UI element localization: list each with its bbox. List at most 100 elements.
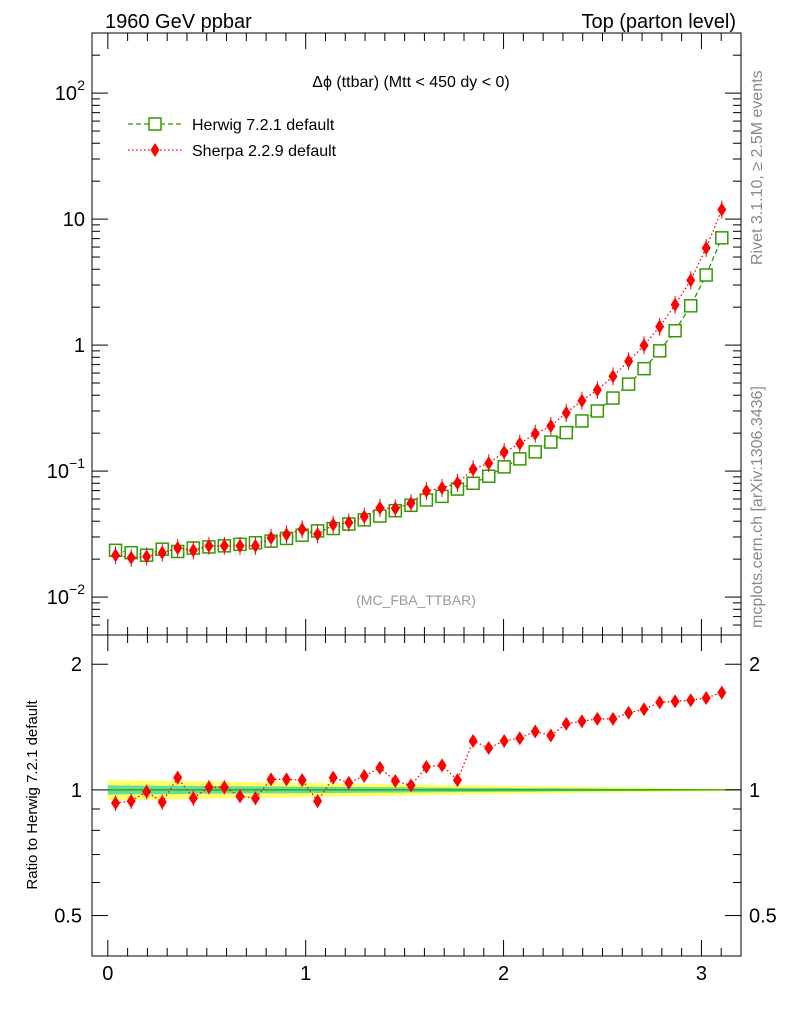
sherpa-series-line xyxy=(115,209,723,559)
sherpa-ratio-point xyxy=(608,711,618,726)
mcplots-reference-label: mcplots.cern.ch [arXiv:1306.3436] xyxy=(749,386,766,628)
legend-entry-sherpa: Sherpa 2.2.9 default xyxy=(128,143,337,160)
sherpa-data-point xyxy=(266,530,276,545)
ratio-axis-layer: 0 1 2 3 0.5 0.5 1 1 2 2 xyxy=(54,635,777,985)
sherpa-data-point xyxy=(359,509,369,524)
sherpa-ratio-point xyxy=(266,772,276,787)
herwig-series-line xyxy=(115,237,723,556)
sherpa-data-point xyxy=(561,405,571,420)
rivet-version-label: Rivet 3.1.10, ≥ 2.5M events xyxy=(749,70,766,265)
sherpa-ratio-point xyxy=(235,789,245,804)
legend-sherpa-label: Sherpa 2.2.9 default xyxy=(192,143,337,160)
ratio-plot-panel: 0 1 2 3 0.5 0.5 1 1 2 2 Ratio to Herwig 7.2.1 def… xyxy=(24,634,777,985)
herwig-data-point xyxy=(590,404,605,418)
sherpa-data-point xyxy=(701,240,711,255)
sherpa-data-point xyxy=(157,545,167,560)
sherpa-data-point xyxy=(126,550,136,565)
sherpa-data-point xyxy=(608,369,618,384)
sherpa-ratio-point xyxy=(375,760,385,775)
herwig-data-point xyxy=(668,323,682,338)
ratio-y-tick-label-right: 0.5 xyxy=(749,906,777,928)
main-y-tick-exponent: 2 xyxy=(77,77,85,93)
herwig-data-point xyxy=(699,268,713,282)
sherpa-data-point xyxy=(282,527,292,542)
main-y-tick-label: 1 xyxy=(74,335,85,357)
herwig-data-point xyxy=(606,391,620,405)
herwig-data-point xyxy=(637,361,651,376)
herwig-data-point xyxy=(466,476,480,491)
sherpa-ratio-point xyxy=(328,770,338,785)
sherpa-ratio-line xyxy=(115,691,723,804)
sherpa-data-point xyxy=(173,541,183,556)
sherpa-ratio-point xyxy=(592,711,602,726)
legend-entry-herwig: Herwig 7.2.1 default xyxy=(128,117,335,134)
sherpa-data-point xyxy=(468,462,478,477)
sherpa-ratio-point xyxy=(515,731,525,746)
sherpa-ratio-point xyxy=(344,775,354,790)
ratio-plot-frame xyxy=(91,634,742,957)
herwig-data-point xyxy=(497,460,511,474)
legend-herwig-label: Herwig 7.2.1 default xyxy=(192,117,335,134)
ratio-reference-band xyxy=(107,780,742,801)
ratio-y-tick-label-right: 1 xyxy=(749,780,760,802)
main-y-tick-label: 10 xyxy=(47,461,69,483)
ratio-y-tick-label-right: 2 xyxy=(749,654,760,676)
ratio-x-tick-label: 2 xyxy=(498,963,509,985)
sherpa-ratio-point xyxy=(359,768,369,783)
main-plot-title: Δϕ (ttbar) (Mtt < 450 dy < 0) xyxy=(312,74,510,91)
sherpa-ratio-point xyxy=(546,728,556,743)
sherpa-data-point xyxy=(390,501,400,516)
sherpa-ratio-point xyxy=(111,796,121,811)
herwig-data-point xyxy=(652,344,667,358)
legend: Herwig 7.2.1 default Sherpa 2.2.9 defaul… xyxy=(128,117,337,160)
herwig-data-point xyxy=(683,299,698,313)
analysis-watermark: (MC_FBA_TTBAR) xyxy=(356,592,476,608)
sherpa-ratio-point xyxy=(561,716,571,731)
sherpa-data-point xyxy=(655,319,665,334)
sherpa-data-point xyxy=(499,445,509,460)
sherpa-ratio-point xyxy=(624,705,634,720)
sherpa-data-point xyxy=(546,418,556,433)
header-left-label: 1960 GeV ppbar xyxy=(105,11,252,33)
sherpa-ratio-point xyxy=(142,784,152,799)
main-y-tick-exponent: −2 xyxy=(69,581,85,597)
ratio-series-layer xyxy=(111,685,727,812)
header-right-label: Top (parton level) xyxy=(581,11,736,33)
main-series-layer xyxy=(108,200,729,567)
sherpa-ratio-point xyxy=(390,774,400,789)
legend-sherpa-marker xyxy=(150,143,160,157)
sherpa-ratio-point xyxy=(530,724,540,739)
sherpa-ratio-point xyxy=(219,780,229,795)
main-y-tick-exponent: −1 xyxy=(69,455,85,471)
sherpa-ratio-point xyxy=(406,778,416,793)
sherpa-data-point xyxy=(639,338,649,353)
sherpa-ratio-point xyxy=(577,714,587,729)
sherpa-ratio-point xyxy=(282,772,292,787)
ratio-y-tick-label-left: 0.5 xyxy=(54,906,82,928)
sherpa-data-point xyxy=(111,548,121,563)
sherpa-ratio-point xyxy=(250,791,260,806)
sherpa-data-point xyxy=(452,475,462,490)
sherpa-data-point xyxy=(670,297,680,312)
sherpa-ratio-point xyxy=(173,770,183,785)
sherpa-ratio-point xyxy=(421,759,431,774)
main-y-tick-label: 10 xyxy=(55,83,77,105)
sherpa-ratio-point xyxy=(639,702,649,717)
ratio-y-tick-label-left: 2 xyxy=(71,654,82,676)
sherpa-data-point xyxy=(592,383,602,398)
sherpa-data-point xyxy=(717,202,727,217)
ratio-y-tick-label-left: 1 xyxy=(71,780,82,802)
herwig-data-point xyxy=(528,445,542,459)
herwig-data-point xyxy=(513,452,527,466)
main-y-tick-label: 10 xyxy=(63,209,85,231)
sherpa-ratio-point xyxy=(686,693,696,708)
sherpa-ratio-point xyxy=(204,780,214,795)
sherpa-ratio-point xyxy=(655,695,665,710)
sherpa-data-point xyxy=(142,549,152,564)
sherpa-data-point xyxy=(577,393,587,408)
sherpa-data-point xyxy=(328,517,338,532)
sherpa-data-point xyxy=(297,522,307,537)
